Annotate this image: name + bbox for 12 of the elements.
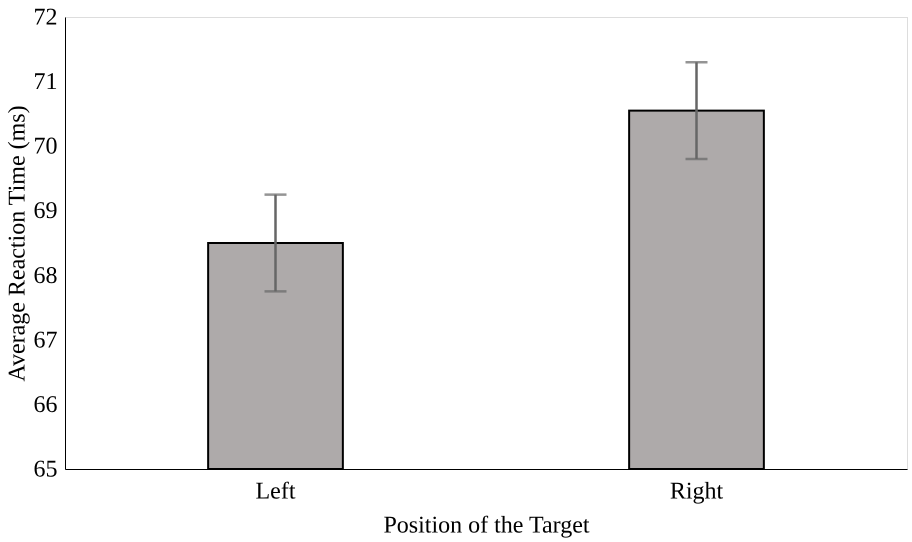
y-tick-label: 65 [34,456,58,482]
y-tick-label: 66 [34,392,58,418]
y-tick-label: 72 [34,4,58,30]
x-tick-label: Left [256,478,296,504]
y-tick-label: 68 [34,262,58,289]
x-axis-title: Position of the Target [383,512,590,538]
x-tick-label: Right [670,478,724,504]
y-tick-label: 69 [34,198,58,224]
y-tick-label: 70 [34,134,58,160]
y-tick-label: 71 [34,69,58,96]
y-axis-title: Average Reaction Time (ms) [4,105,30,382]
y-tick-label: 67 [34,327,58,354]
